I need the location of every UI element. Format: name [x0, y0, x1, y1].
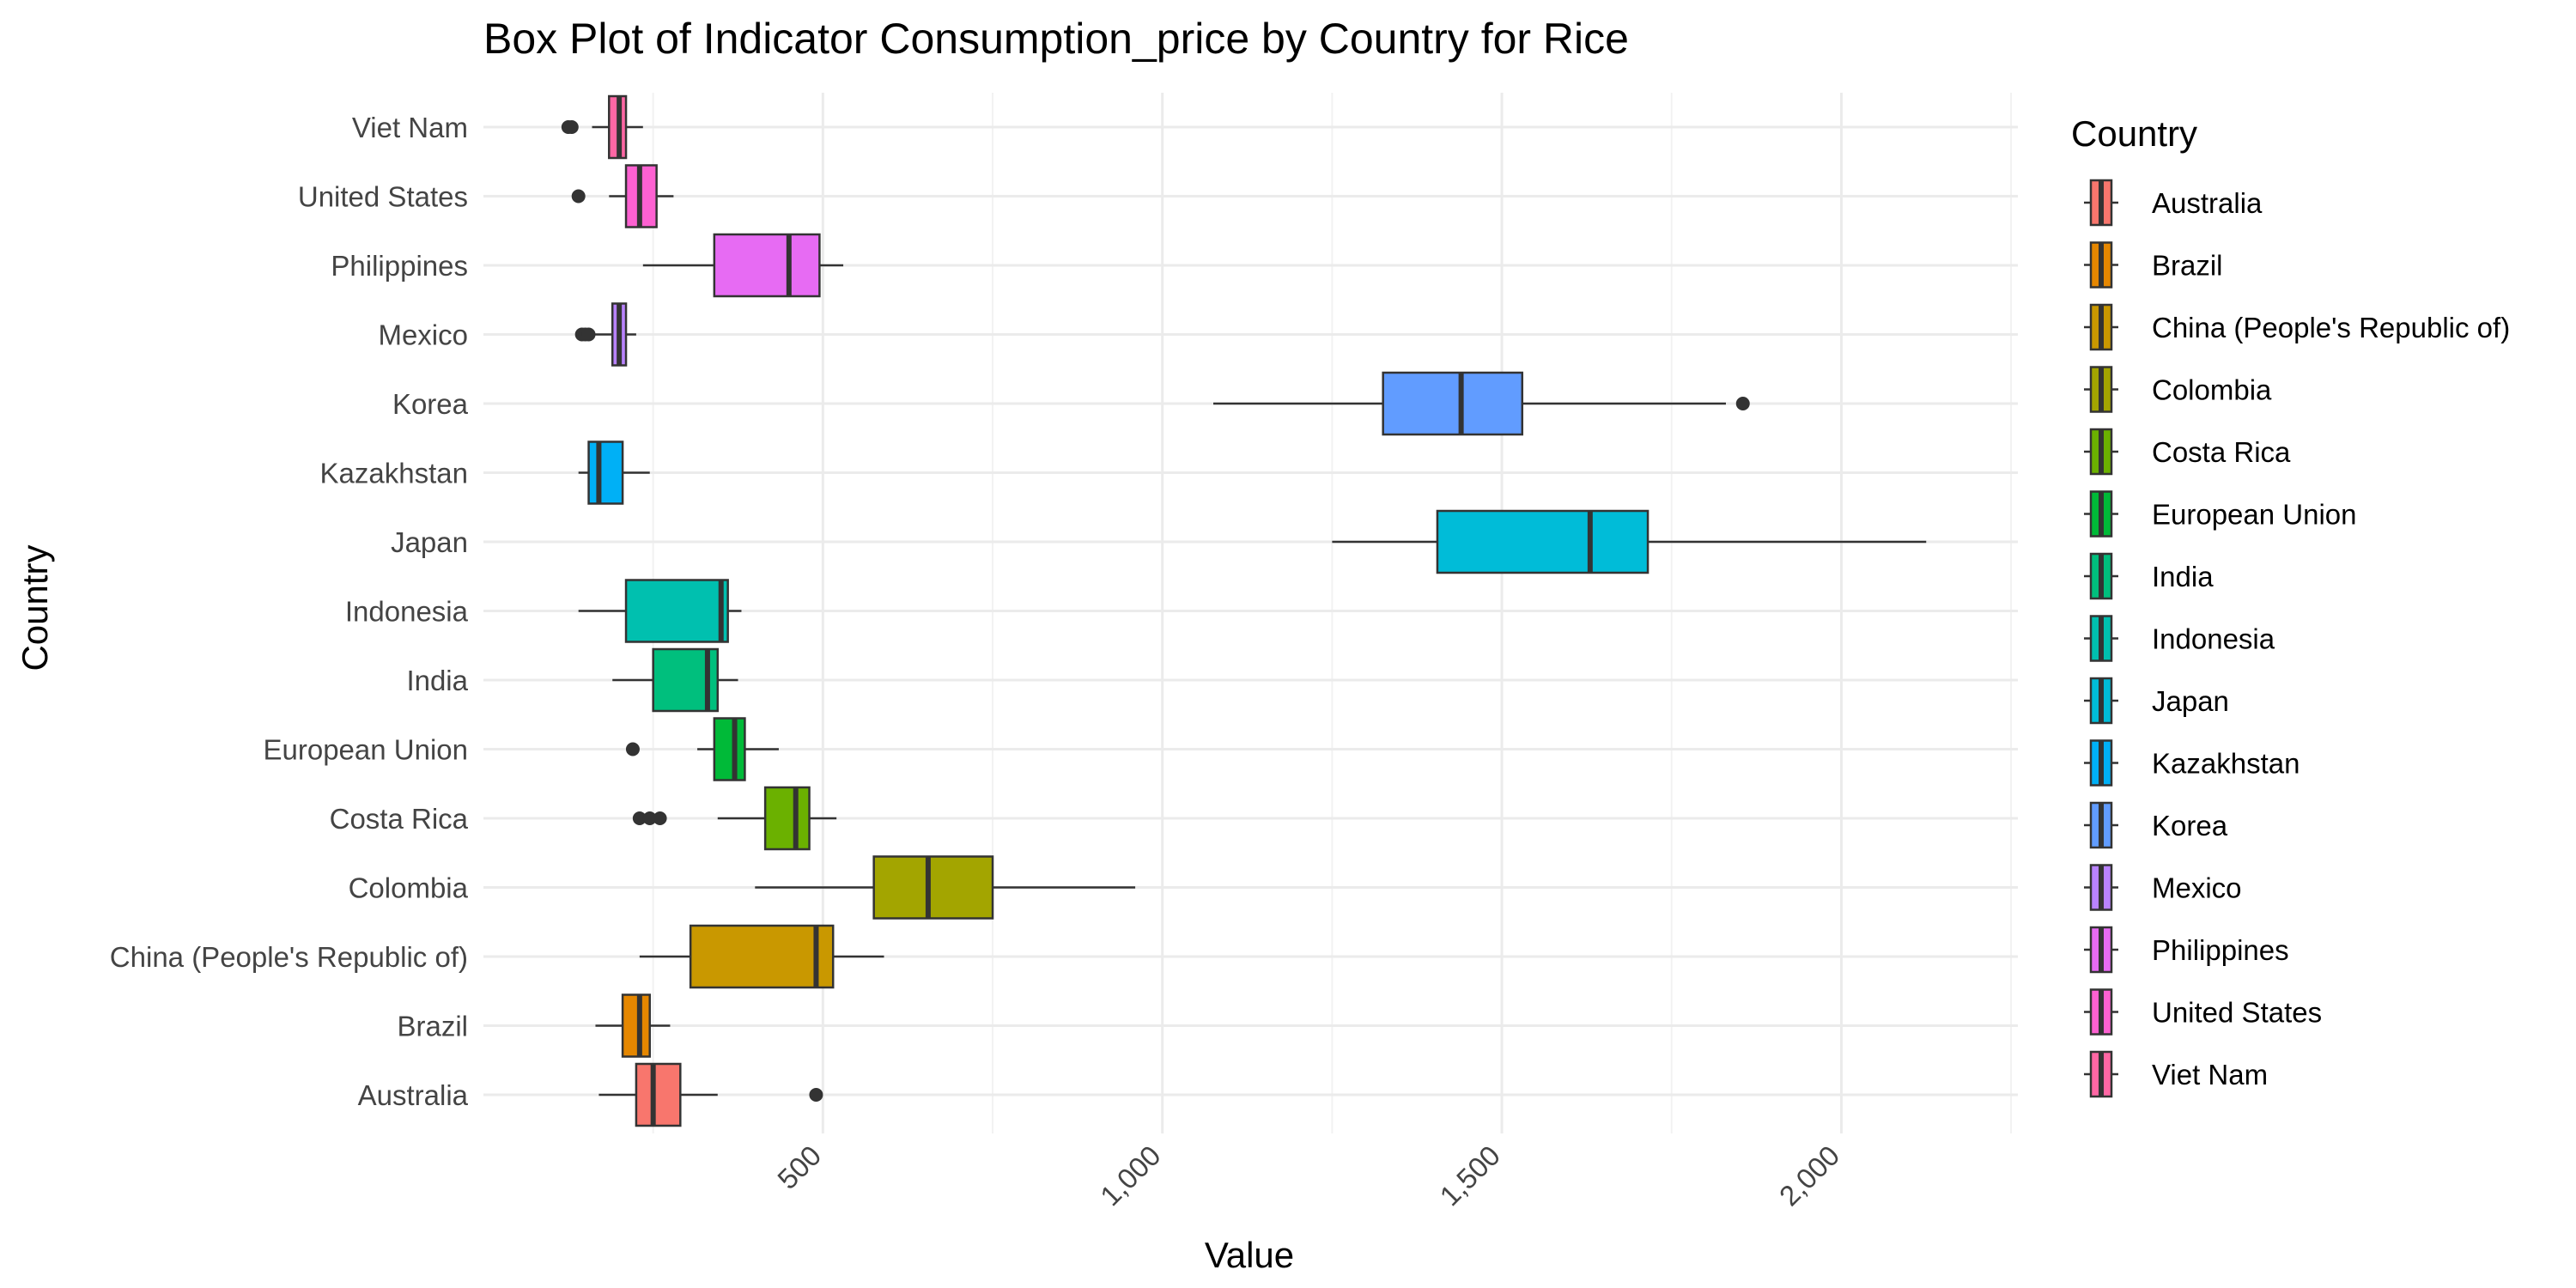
interquartile-box — [587, 440, 624, 505]
box-kazakhstan — [578, 440, 650, 505]
box-australia — [598, 1062, 823, 1127]
legend-item: Brazil — [2084, 241, 2223, 289]
y-tick-label: Australia — [358, 1079, 469, 1111]
y-axis-tick-labels: Australia Brazil China (People's Republic … — [110, 112, 469, 1111]
x-axis-title: Value — [1205, 1235, 1294, 1275]
legend-label: Indonesia — [2152, 623, 2275, 655]
outlier-point — [653, 811, 667, 825]
outlier-point — [571, 189, 586, 204]
outlier-point — [632, 811, 647, 825]
outlier-point — [809, 1088, 823, 1102]
legend-item: Viet Nam — [2084, 1050, 2268, 1098]
legend-item: Indonesia — [2084, 615, 2275, 662]
box-china-people-s-republic-of — [639, 924, 884, 989]
y-tick-label: Colombia — [349, 872, 469, 904]
legend-item: Australia — [2084, 179, 2263, 227]
legend-item: China (People's Republic of) — [2084, 303, 2510, 351]
interquartile-box — [621, 993, 651, 1058]
interquartile-box — [689, 924, 835, 989]
y-tick-label: Viet Nam — [352, 112, 468, 143]
legend-label: Japan — [2152, 685, 2229, 717]
outlier-point — [581, 327, 596, 342]
legend-item: Japan — [2084, 677, 2229, 725]
box-philippines — [642, 233, 844, 298]
interquartile-box — [872, 855, 994, 920]
legend-item: India — [2084, 552, 2214, 600]
box-series — [561, 94, 1927, 1127]
box-india — [612, 647, 738, 713]
y-tick-label: European Union — [263, 734, 468, 766]
box-mexico — [574, 302, 636, 367]
legend-item: Costa Rica — [2084, 428, 2291, 476]
legend-label: Australia — [2152, 187, 2263, 219]
x-tick-label: 1,000 — [1094, 1139, 1167, 1212]
interquartile-box — [713, 717, 746, 781]
box-colombia — [755, 855, 1136, 920]
chart-title: Box Plot of Indicator Consumption_price … — [483, 15, 1629, 63]
legend-label: Viet Nam — [2152, 1059, 2268, 1091]
y-tick-label: Kazakhstan — [320, 458, 468, 489]
interquartile-box — [1436, 509, 1649, 574]
legend-label: India — [2152, 561, 2214, 592]
y-tick-label: Brazil — [397, 1011, 468, 1042]
box-viet-nam — [561, 94, 643, 160]
y-tick-label: India — [406, 665, 468, 696]
outlier-point — [564, 120, 579, 134]
y-tick-label: Mexico — [378, 319, 468, 351]
box-european-union — [625, 717, 779, 781]
legend-item: Korea — [2084, 801, 2228, 849]
legend-title: Country — [2071, 113, 2197, 154]
legend-item: Colombia — [2084, 366, 2272, 413]
legend-items: Australia Brazil China (People's Republic … — [2084, 179, 2510, 1098]
legend-item: United States — [2084, 988, 2322, 1036]
box-korea — [1213, 371, 1750, 436]
legend-label: Costa Rica — [2152, 436, 2291, 468]
legend-item: Philippines — [2084, 926, 2289, 974]
legend: Country Australia Brazil China (People's R… — [2071, 113, 2510, 1098]
y-axis-title: Country — [15, 544, 55, 671]
box-costa-rica — [632, 786, 837, 851]
legend-label: China (People's Republic of) — [2152, 312, 2510, 343]
x-tick-label: 2,000 — [1773, 1139, 1846, 1212]
legend-label: European Union — [2152, 499, 2357, 531]
box-japan — [1332, 509, 1927, 574]
x-tick-label: 1,500 — [1433, 1139, 1506, 1212]
legend-label: Mexico — [2152, 872, 2242, 904]
legend-item: Kazakhstan — [2084, 739, 2300, 787]
y-tick-label: China (People's Republic of) — [110, 941, 468, 973]
y-tick-label: United States — [298, 181, 468, 213]
legend-item: Mexico — [2084, 864, 2242, 911]
legend-item: European Union — [2084, 490, 2357, 538]
outlier-point — [1735, 397, 1750, 410]
legend-label: Brazil — [2152, 250, 2223, 282]
legend-label: Philippines — [2152, 934, 2289, 966]
outlier-point — [625, 742, 640, 756]
y-tick-label: Philippines — [331, 250, 468, 282]
y-tick-label: Japan — [391, 526, 468, 558]
legend-label: Korea — [2152, 810, 2228, 841]
legend-label: Colombia — [2152, 374, 2272, 406]
legend-label: United States — [2152, 997, 2322, 1029]
outlier-point — [642, 811, 657, 825]
x-axis-tick-labels: 500 1,000 1,500 2,000 — [771, 1139, 1845, 1212]
box-indonesia — [578, 579, 742, 643]
y-tick-label: Costa Rica — [330, 803, 469, 835]
x-tick-label: 500 — [771, 1139, 827, 1195]
interquartile-box — [1382, 371, 1524, 436]
interquartile-box — [635, 1062, 682, 1127]
box-brazil — [595, 993, 671, 1058]
y-tick-label: Indonesia — [345, 596, 469, 628]
interquartile-box — [713, 233, 821, 298]
y-tick-label: Korea — [392, 388, 469, 420]
box-united-states — [571, 164, 674, 228]
interquartile-box — [624, 579, 729, 643]
legend-label: Kazakhstan — [2152, 748, 2300, 780]
interquartile-box — [763, 786, 811, 851]
